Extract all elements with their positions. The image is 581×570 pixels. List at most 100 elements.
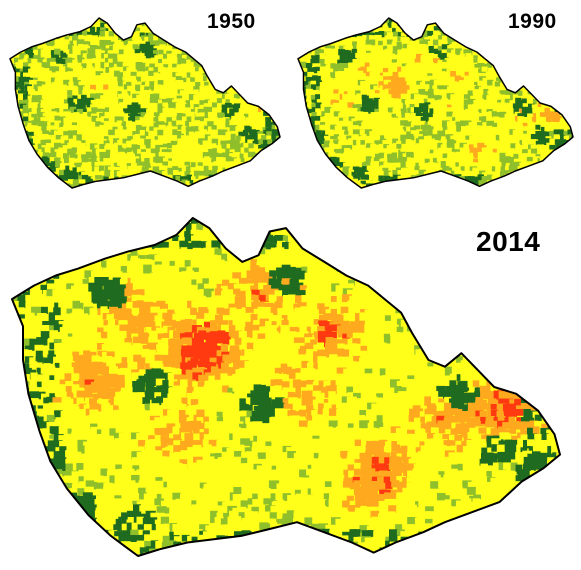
map-cell [497, 161, 504, 169]
map-cell [267, 90, 275, 97]
map-cell [454, 170, 462, 176]
map-cell [107, 184, 115, 188]
map-cell [505, 39, 513, 45]
map-cell [478, 180, 485, 187]
map-cell [68, 18, 75, 24]
map-cell [108, 219, 117, 230]
map-cell [229, 120, 237, 126]
map-cell [352, 44, 360, 51]
map-cell [411, 157, 417, 166]
map-cell [500, 184, 506, 188]
map-cell [233, 120, 241, 127]
map-cell [379, 67, 384, 73]
map-cell [481, 116, 490, 124]
map-cell [17, 228, 26, 238]
map-cell [150, 142, 158, 149]
map-cell [531, 171, 539, 179]
map-cell [193, 89, 199, 97]
map-cell [378, 94, 385, 100]
map-cell [528, 181, 535, 188]
map-cell [222, 41, 230, 49]
map-cell [176, 27, 184, 34]
map-cell [18, 22, 24, 28]
map-cell [114, 40, 121, 48]
map-cell [545, 59, 551, 66]
map-cell [441, 98, 448, 105]
map-cell [222, 63, 228, 69]
map-cell [198, 230, 206, 240]
map-cell [213, 72, 220, 80]
map-cell [10, 180, 16, 186]
map-cell [478, 125, 485, 132]
map-cell [54, 181, 62, 188]
map-cell [540, 152, 548, 159]
map-cell [90, 156, 98, 163]
map-cell [567, 171, 573, 178]
map-cell [91, 130, 99, 138]
map-cell [266, 80, 274, 86]
map-cell [275, 95, 280, 101]
map-cell [559, 63, 566, 71]
map-cell [105, 143, 111, 151]
map-cell [257, 49, 265, 55]
map-cell [437, 142, 443, 150]
map-cell [554, 75, 560, 83]
map-cell [307, 102, 315, 108]
map-cell [392, 75, 399, 82]
map-cell [108, 129, 116, 136]
map-cell [355, 99, 363, 107]
map-cell [324, 222, 334, 232]
map-cell [460, 147, 466, 155]
map-cell [569, 89, 573, 95]
map-cell [276, 59, 280, 67]
map-cell [514, 71, 521, 78]
map-cell [540, 139, 548, 146]
map-cell [96, 134, 103, 142]
map-cell [144, 86, 150, 92]
map-cell [445, 18, 451, 24]
map-cell [265, 103, 273, 111]
map-cell [193, 21, 201, 29]
map-cell [64, 71, 70, 78]
map-cell [415, 116, 423, 123]
map-cell [130, 112, 138, 119]
map-cell [202, 152, 210, 160]
map-cell [360, 180, 368, 188]
map-cell [481, 32, 490, 40]
map-cell [490, 71, 498, 78]
map-cell [38, 18, 44, 25]
map-cell [423, 147, 431, 155]
map-cell [217, 53, 225, 62]
map-cell [310, 139, 316, 147]
map-cell [532, 166, 538, 173]
map-cell [393, 131, 401, 137]
map-cell [436, 231, 446, 240]
map-cell [168, 160, 174, 167]
map-cell [537, 148, 544, 156]
map-cell [540, 50, 547, 56]
map-cell [400, 134, 408, 143]
map-cell [207, 103, 214, 110]
map-cell [101, 184, 109, 188]
map-cell [385, 218, 393, 226]
map-cell [95, 54, 102, 60]
map-cell [446, 52, 453, 58]
map-cell [339, 148, 347, 154]
map-cell [337, 136, 345, 142]
map-cell [265, 35, 272, 43]
map-cell [406, 158, 415, 164]
map-cell [185, 126, 193, 134]
map-cell [270, 185, 278, 188]
map-cell [184, 157, 192, 163]
map-cell [168, 31, 175, 38]
map-cell [406, 67, 413, 73]
map-cell [104, 181, 110, 188]
map-cell [546, 185, 553, 188]
map-cell [76, 39, 85, 47]
map-cell [86, 170, 92, 177]
map-cell [477, 151, 484, 160]
map-cell [402, 229, 413, 237]
map-cell [43, 218, 52, 225]
map-cell [55, 223, 66, 233]
map-cell [155, 152, 162, 160]
